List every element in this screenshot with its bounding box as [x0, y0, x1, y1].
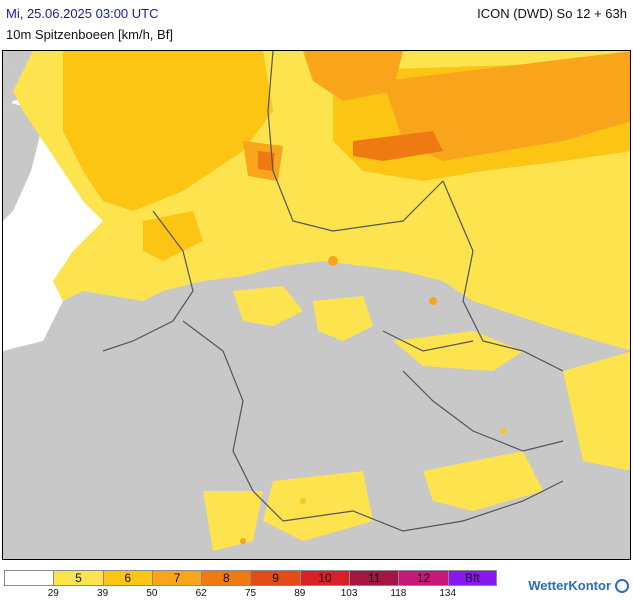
border-nl-be — [102, 210, 194, 352]
country-borders — [102, 51, 564, 532]
header-subtitle: 10m Spitzenboeen [km/h, Bf] — [6, 27, 173, 42]
header-datetime: Mi, 25.06.2025 03:00 UTC — [6, 6, 159, 21]
gust-dots — [240, 256, 506, 544]
legend-tick-label: 39 — [97, 588, 109, 599]
gust-level8-baltic-coast — [353, 131, 443, 161]
brand-name: WetterKontor — [528, 578, 611, 593]
gust-level5-patch-4 — [423, 451, 543, 511]
uk-land-2 — [3, 103, 41, 221]
gust-map — [2, 50, 631, 560]
gust-level5-patch-1 — [233, 286, 303, 326]
gust-dot — [429, 297, 437, 305]
gust-level5-patch-6 — [203, 491, 263, 551]
legend-ticks: 29 39 50 62 75 89 103 118 134 — [4, 588, 504, 600]
header-model: ICON (DWD) So 12 + 63h — [477, 6, 627, 21]
gust-dot — [300, 498, 306, 504]
legend-cell-5: 5 — [53, 570, 103, 586]
gust-level5-patch-7 — [563, 351, 630, 471]
gust-level7-denmark — [303, 51, 403, 101]
legend-tick-label: 50 — [146, 588, 158, 599]
gust-level7-baltic — [383, 51, 630, 161]
border-alps — [282, 480, 564, 532]
gust-level5-patch-2 — [313, 296, 373, 341]
border-cz-at — [402, 370, 564, 452]
legend-tick-label: 62 — [195, 588, 207, 599]
legend-cell-6: 6 — [102, 570, 152, 586]
gust-dot — [328, 256, 338, 266]
legend-tick-label: 103 — [340, 588, 358, 599]
legend-tick-label: 134 — [439, 588, 457, 599]
legend-cell-11: 11 — [349, 570, 399, 586]
legend-cell-0 — [4, 570, 54, 586]
gust-dot — [500, 428, 506, 434]
gust-level8-spot — [258, 151, 275, 171]
legend-cell-10: 10 — [299, 570, 350, 586]
map-svg — [3, 51, 630, 559]
legend-tick-label: 89 — [294, 588, 306, 599]
legend-cell-7: 7 — [151, 570, 202, 586]
border-west-de — [182, 320, 284, 522]
border-de-cz — [382, 330, 474, 352]
legend-cell-bft: Bft — [447, 570, 497, 586]
gust-level6-north-sea — [63, 51, 273, 211]
legend-bar: 5 6 7 8 9 10 11 12 Bft — [4, 570, 497, 586]
gust-level5-patch-5 — [263, 471, 373, 541]
coast-baltic — [332, 180, 444, 232]
legend-tick-label: 75 — [244, 588, 257, 599]
legend-tick-label: 118 — [390, 588, 407, 599]
legend-cell-12: 12 — [398, 570, 448, 586]
border-dk-de — [267, 51, 334, 232]
gust-dot — [240, 538, 246, 544]
legend-tick-label: 29 — [47, 588, 59, 599]
wind-logo-icon — [615, 578, 629, 593]
gust-level6-coast — [143, 211, 203, 261]
border-de-pl — [442, 180, 564, 372]
legend-cell-8: 8 — [201, 570, 251, 586]
gust-level5-patch-3 — [393, 331, 523, 371]
brand-logo: WetterKontor — [528, 578, 629, 593]
legend-cell-9: 9 — [250, 570, 300, 586]
